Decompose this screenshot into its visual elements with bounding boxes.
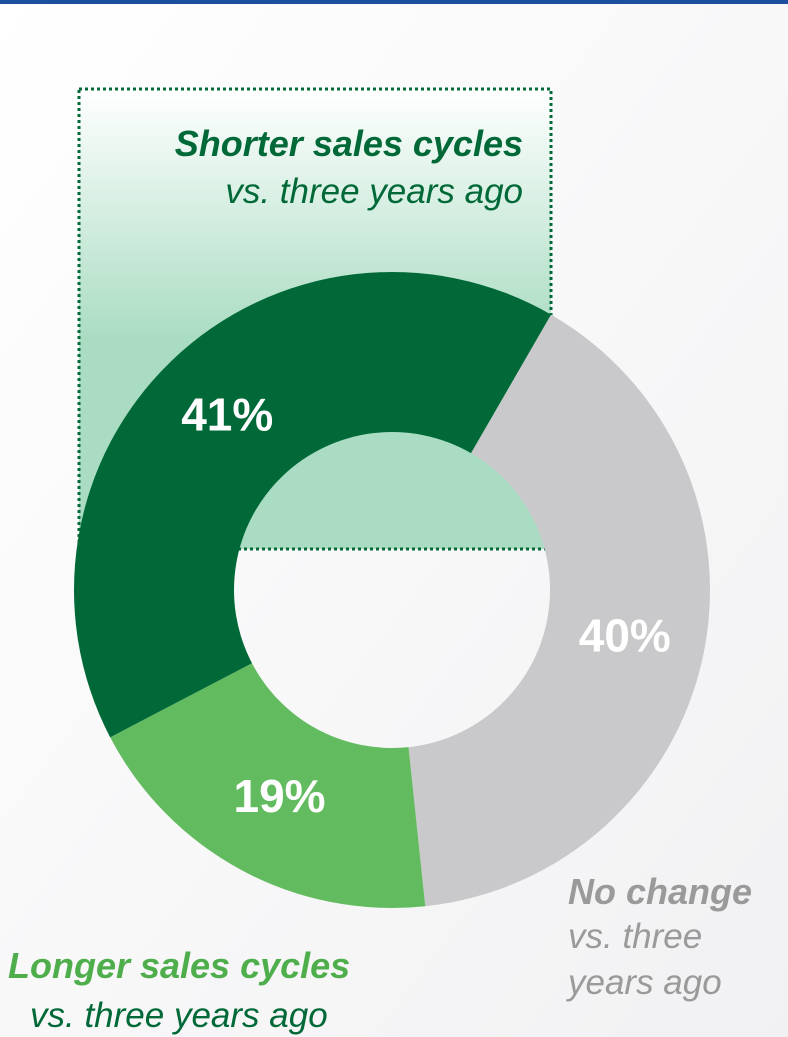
donut-segment [110,663,426,908]
category-label: Longer sales cycles [8,945,350,986]
category-label: No change [568,871,753,912]
category-subtitle: vs. three years ago [225,172,523,211]
value-label: 40% [579,610,671,662]
value-label: 41% [181,388,273,440]
category-block: No change vs. three years ago [568,870,783,1006]
donut [74,272,710,908]
donut-segment [408,314,710,907]
donut-segment [74,272,551,738]
top-border [0,0,788,4]
labels: 40% 19% 41% [181,388,671,822]
category-subtitle: vs. three years ago [568,917,722,1002]
category-label: Shorter sales cycles [175,123,523,164]
category-subtitle: vs. three years ago [30,996,328,1035]
value-label: 19% [233,770,325,822]
